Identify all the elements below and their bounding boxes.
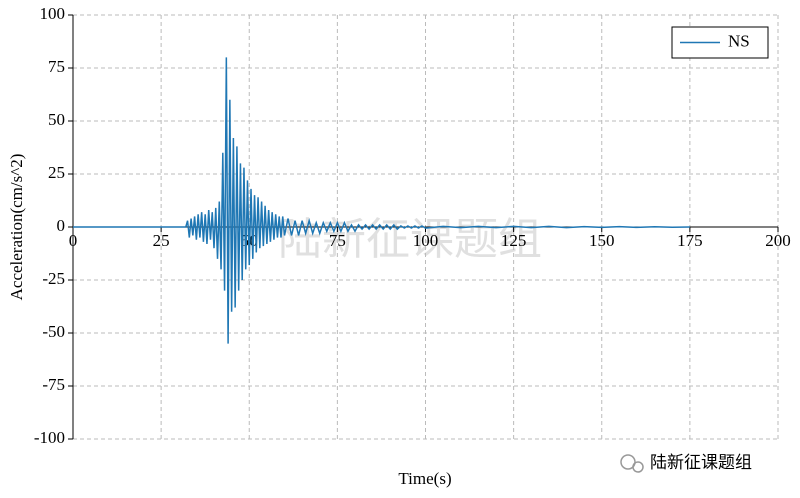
y-tick-label: 50 bbox=[48, 110, 65, 129]
legend-label: NS bbox=[728, 31, 750, 50]
footer-credit: 陆新征课题组 bbox=[650, 453, 752, 473]
x-tick-label: 200 bbox=[765, 231, 791, 250]
data-line bbox=[73, 57, 690, 344]
x-tick-label: 25 bbox=[153, 231, 170, 250]
credit-icon bbox=[620, 454, 644, 473]
x-axis-label: Time(s) bbox=[398, 469, 451, 488]
x-tick-label: 100 bbox=[413, 231, 439, 250]
y-tick-label: -50 bbox=[42, 322, 65, 341]
y-tick-label: 100 bbox=[40, 4, 66, 23]
x-tick-label: 125 bbox=[501, 231, 527, 250]
x-tick-label: 75 bbox=[329, 231, 346, 250]
x-tick-label: 150 bbox=[589, 231, 615, 250]
y-tick-label: 0 bbox=[57, 216, 66, 235]
y-tick-label: -75 bbox=[42, 375, 65, 394]
y-axis-label: Acceleration(cm/s^2) bbox=[7, 154, 26, 301]
y-tick-label: 25 bbox=[48, 163, 65, 182]
watermark: 陆新征课题组 bbox=[278, 214, 542, 265]
y-tick-label: -25 bbox=[42, 269, 65, 288]
x-tick-label: 175 bbox=[677, 231, 703, 250]
y-tick-label: -100 bbox=[34, 428, 65, 447]
y-tick-label: 75 bbox=[48, 57, 65, 76]
